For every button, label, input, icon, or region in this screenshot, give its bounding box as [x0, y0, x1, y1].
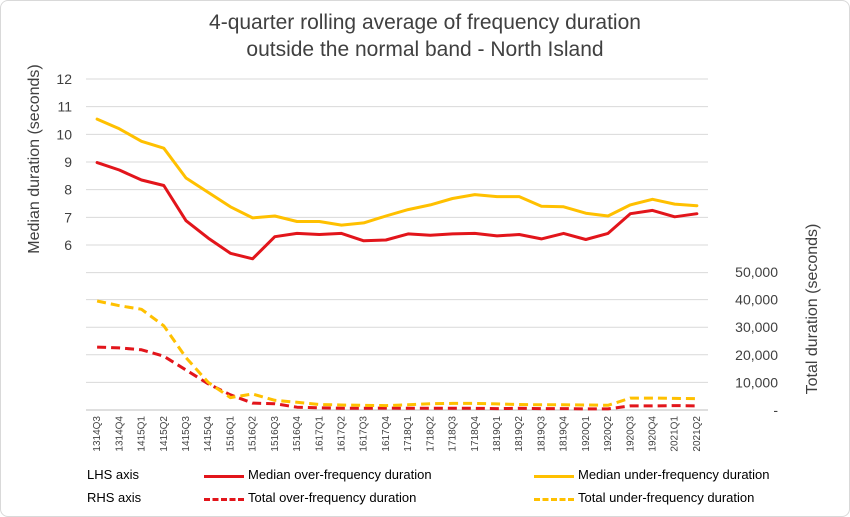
x-tick-label: 1314Q4 — [114, 416, 125, 452]
legend-swatch-median-over — [204, 475, 244, 478]
x-tick-label: 1415Q2 — [159, 416, 170, 452]
legend-rhs-label: RHS axis — [87, 490, 142, 505]
x-tick-label: 1617Q3 — [359, 416, 370, 452]
x-tick-label: 1516Q2 — [248, 416, 259, 452]
x-tick-label: 1516Q4 — [292, 416, 303, 452]
x-tick-label: 1819Q1 — [492, 416, 503, 452]
x-tick-label: 1516Q1 — [225, 416, 236, 452]
x-tick-label: 1920Q2 — [603, 416, 614, 452]
right-tick-label: 30,000 — [735, 319, 778, 335]
x-tick-label: 1718Q3 — [448, 416, 459, 452]
right-tick-label: 20,000 — [735, 347, 778, 363]
x-tick-label: 1718Q1 — [403, 416, 414, 452]
x-tick-label: 1415Q1 — [137, 416, 148, 452]
x-tick-label: 1314Q3 — [92, 416, 103, 452]
left-tick-label: 7 — [64, 209, 72, 225]
right-tick-label: - — [773, 402, 778, 418]
x-tick-label: 1819Q2 — [514, 416, 525, 452]
x-tick-label: 2021Q1 — [670, 416, 681, 452]
x-tick-label: 1718Q4 — [470, 416, 481, 452]
x-tick-label: 1920Q3 — [625, 416, 636, 452]
x-tick-label: 1617Q2 — [336, 416, 347, 452]
series-line-median-over-frequency-duration — [95, 161, 699, 261]
x-tick-label: 1415Q4 — [203, 416, 214, 452]
series-line-median-under-frequency-duration — [95, 117, 699, 227]
x-tick-label: 1718Q2 — [425, 416, 436, 452]
left-tick-label: 6 — [64, 237, 72, 253]
legend-lhs-label: LHS axis — [87, 467, 140, 482]
chart-title-line2: outside the normal band - North Island — [246, 38, 604, 61]
legend-total-under: Total under-frequency duration — [578, 490, 755, 505]
left-tick-label: 8 — [64, 182, 72, 198]
x-tick-label: 2021Q2 — [692, 416, 703, 452]
right-tick-label: 50,000 — [735, 264, 778, 280]
x-tick-label: 1415Q3 — [181, 416, 192, 452]
left-tick-label: 12 — [56, 71, 72, 87]
legend-swatch-total-under — [534, 498, 574, 501]
legend-swatch-total-over — [204, 498, 244, 501]
x-tick-label: 1516Q3 — [270, 416, 281, 452]
x-tick-label: 1920Q1 — [581, 416, 592, 452]
legend-swatch-median-under — [534, 475, 574, 478]
x-tick-label: 1617Q4 — [381, 416, 392, 452]
x-tick-label: 1920Q4 — [647, 416, 658, 452]
x-tick-label: 1617Q1 — [314, 416, 325, 452]
x-tick-label: 1819Q3 — [536, 416, 547, 452]
left-tick-label: 9 — [64, 154, 72, 170]
left-tick-label: 10 — [56, 126, 72, 142]
x-tick-label: 1819Q4 — [559, 416, 570, 452]
chart-title-line1: 4-quarter rolling average of frequency d… — [209, 11, 641, 34]
series-line-total-over-frequency-duration — [97, 345, 697, 411]
right-tick-label: 40,000 — [735, 292, 778, 308]
legend-median-under: Median under-frequency duration — [578, 467, 770, 482]
legend-total-over: Total over-frequency duration — [248, 490, 417, 505]
left-tick-label: 11 — [57, 99, 72, 115]
series-line-total-under-frequency-duration — [96, 299, 697, 408]
legend-median-over: Median over-frequency duration — [248, 467, 432, 482]
right-tick-label: 10,000 — [735, 374, 778, 390]
